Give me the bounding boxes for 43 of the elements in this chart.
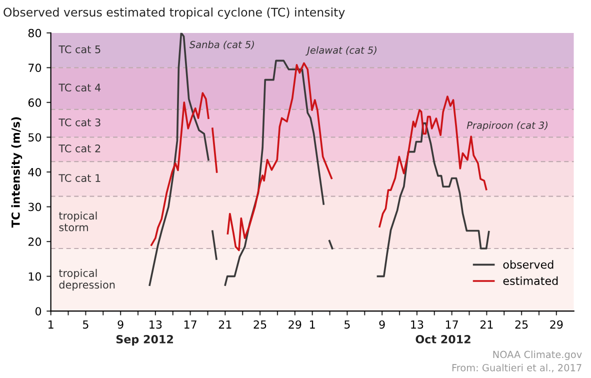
y-tick-label: 70 <box>28 64 42 72</box>
x-tick-label: 1 <box>310 320 315 329</box>
y-tick-label: 30 <box>28 202 42 212</box>
annotation: Sanba (cat 5) <box>189 40 254 50</box>
x-tick-label: 13 <box>150 320 162 329</box>
x-tick-label: 25 <box>254 320 266 329</box>
x-tick-label: 9 <box>118 320 124 329</box>
text: Sep 2012 <box>116 335 173 346</box>
x-tick-label: 21 <box>480 320 493 329</box>
legend-label: estimated <box>503 276 558 286</box>
y-tick-label: 80 <box>28 28 42 38</box>
band-label: TC cat 2 <box>58 144 100 152</box>
band-label: tropical storm <box>58 212 97 232</box>
text: NOAA Climate.gov <box>493 350 582 360</box>
x-tick-label: 5 <box>344 320 350 329</box>
annotation: Prapiroon (cat 3) <box>466 121 548 131</box>
x-tick-label: 29 <box>550 320 563 329</box>
x-tick-label: 13 <box>411 320 424 329</box>
x-tick-label: 17 <box>184 320 196 329</box>
band-label: tropical depression <box>58 268 115 291</box>
x-tick-label: 9 <box>379 320 385 329</box>
y-tick-label: 20 <box>28 238 42 246</box>
y-axis-title: TC intensity (m/s) <box>11 117 22 228</box>
band-label: TC cat 1 <box>58 174 100 182</box>
x-tick-label: 17 <box>446 320 458 329</box>
band-label: TC cat 4 <box>58 84 101 92</box>
band-label: TC cat 5 <box>58 45 100 54</box>
band-label: TC cat 3 <box>58 118 100 126</box>
y-tick-label: 10 <box>28 272 42 281</box>
text: From: Gualtieri et al., 2017 <box>452 364 582 372</box>
y-tick-label: 0 <box>35 307 42 316</box>
legend-label: observed <box>503 260 554 269</box>
x-tick-label: 29 <box>288 320 302 329</box>
y-tick-label: 50 <box>28 133 42 142</box>
y-tick-label: 60 <box>28 98 42 107</box>
y-tick-label: 40 <box>28 168 42 176</box>
x-tick-label: 5 <box>83 320 88 329</box>
x-tick-label: 21 <box>218 320 232 329</box>
x-tick-label: 25 <box>515 320 528 329</box>
text: Oct 2012 <box>416 335 470 344</box>
chart-title: Observed versus estimated tropical cyclone (TC) intensity <box>4 8 345 19</box>
x-tick-label: 1 <box>48 320 54 329</box>
annotation: Jelawat (cat 5) <box>306 46 376 56</box>
